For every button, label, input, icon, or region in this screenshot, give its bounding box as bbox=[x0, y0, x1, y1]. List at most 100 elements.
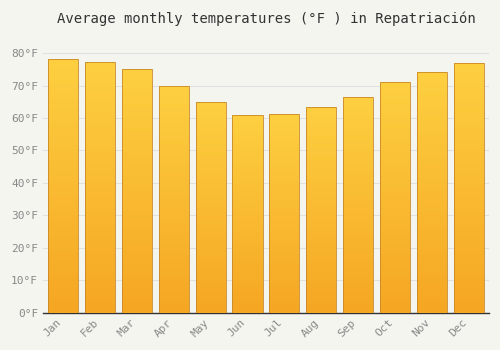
Bar bbox=[380, 197, 410, 202]
Bar bbox=[85, 117, 115, 122]
Bar bbox=[269, 217, 300, 221]
Bar bbox=[196, 279, 226, 283]
Bar bbox=[48, 262, 78, 267]
Bar bbox=[122, 98, 152, 103]
Bar bbox=[380, 165, 410, 170]
Bar bbox=[416, 226, 447, 231]
Bar bbox=[122, 108, 152, 113]
Bar bbox=[85, 127, 115, 132]
Bar bbox=[343, 287, 373, 291]
Bar bbox=[48, 302, 78, 308]
Bar bbox=[158, 204, 189, 208]
Bar bbox=[306, 197, 336, 202]
Bar bbox=[158, 186, 189, 190]
Bar bbox=[343, 119, 373, 123]
Bar bbox=[48, 69, 78, 74]
Bar bbox=[158, 195, 189, 199]
Bar bbox=[454, 128, 484, 133]
Bar bbox=[416, 140, 447, 145]
Bar bbox=[48, 241, 78, 247]
Bar bbox=[380, 156, 410, 160]
Bar bbox=[85, 77, 115, 82]
Bar bbox=[380, 147, 410, 151]
Bar bbox=[232, 170, 262, 174]
Bar bbox=[196, 296, 226, 300]
Bar bbox=[196, 245, 226, 249]
Bar bbox=[48, 287, 78, 292]
Bar bbox=[454, 193, 484, 198]
Bar bbox=[416, 255, 447, 260]
Bar bbox=[232, 139, 262, 142]
Bar bbox=[158, 213, 189, 217]
Bar bbox=[122, 293, 152, 298]
Bar bbox=[48, 247, 78, 252]
Bar bbox=[232, 158, 262, 162]
Bar bbox=[48, 252, 78, 257]
Bar bbox=[196, 220, 226, 224]
Bar bbox=[416, 135, 447, 140]
Bar bbox=[232, 119, 262, 123]
Bar bbox=[343, 235, 373, 239]
Bar bbox=[48, 175, 78, 181]
Bar bbox=[454, 168, 484, 173]
Bar bbox=[158, 281, 189, 285]
Bar bbox=[416, 77, 447, 82]
Bar bbox=[380, 91, 410, 96]
Bar bbox=[122, 152, 152, 156]
Bar bbox=[454, 178, 484, 183]
Bar bbox=[416, 289, 447, 293]
Bar bbox=[380, 280, 410, 285]
Bar bbox=[196, 283, 226, 287]
Bar bbox=[343, 136, 373, 140]
Bar bbox=[122, 132, 152, 137]
Bar bbox=[196, 106, 226, 110]
Bar bbox=[454, 208, 484, 213]
Bar bbox=[380, 271, 410, 276]
Title: Average monthly temperatures (°F ) in Repatriación: Average monthly temperatures (°F ) in Re… bbox=[56, 11, 476, 26]
Bar bbox=[232, 127, 262, 131]
Bar bbox=[122, 259, 152, 264]
Bar bbox=[85, 188, 115, 193]
Bar bbox=[85, 72, 115, 77]
Bar bbox=[85, 228, 115, 232]
Bar bbox=[306, 202, 336, 205]
Bar bbox=[85, 282, 115, 288]
Bar bbox=[122, 88, 152, 93]
Bar bbox=[232, 198, 262, 202]
Bar bbox=[343, 265, 373, 270]
Bar bbox=[158, 276, 189, 281]
Bar bbox=[343, 248, 373, 252]
Bar bbox=[416, 217, 447, 221]
Bar bbox=[232, 293, 262, 297]
Bar bbox=[269, 281, 300, 285]
Bar bbox=[48, 298, 78, 302]
Bar bbox=[306, 251, 336, 255]
Bar bbox=[122, 239, 152, 244]
Bar bbox=[416, 120, 447, 125]
Bar bbox=[158, 172, 189, 176]
Bar bbox=[158, 217, 189, 222]
Bar bbox=[232, 182, 262, 186]
Bar bbox=[269, 130, 300, 134]
Bar bbox=[269, 197, 300, 201]
Bar bbox=[196, 152, 226, 156]
Bar bbox=[158, 163, 189, 167]
Bar bbox=[232, 253, 262, 257]
Bar bbox=[196, 199, 226, 203]
Bar bbox=[85, 238, 115, 243]
Bar bbox=[380, 266, 410, 271]
Bar bbox=[343, 114, 373, 119]
Bar bbox=[232, 150, 262, 154]
Bar bbox=[269, 142, 300, 146]
Bar bbox=[196, 169, 226, 173]
Bar bbox=[269, 309, 300, 313]
Bar bbox=[122, 230, 152, 235]
Bar bbox=[196, 203, 226, 207]
Bar bbox=[85, 308, 115, 313]
Bar bbox=[306, 107, 336, 313]
Bar bbox=[269, 146, 300, 149]
Bar bbox=[416, 240, 447, 245]
Bar bbox=[232, 273, 262, 277]
Bar bbox=[380, 174, 410, 179]
Bar bbox=[454, 98, 484, 103]
